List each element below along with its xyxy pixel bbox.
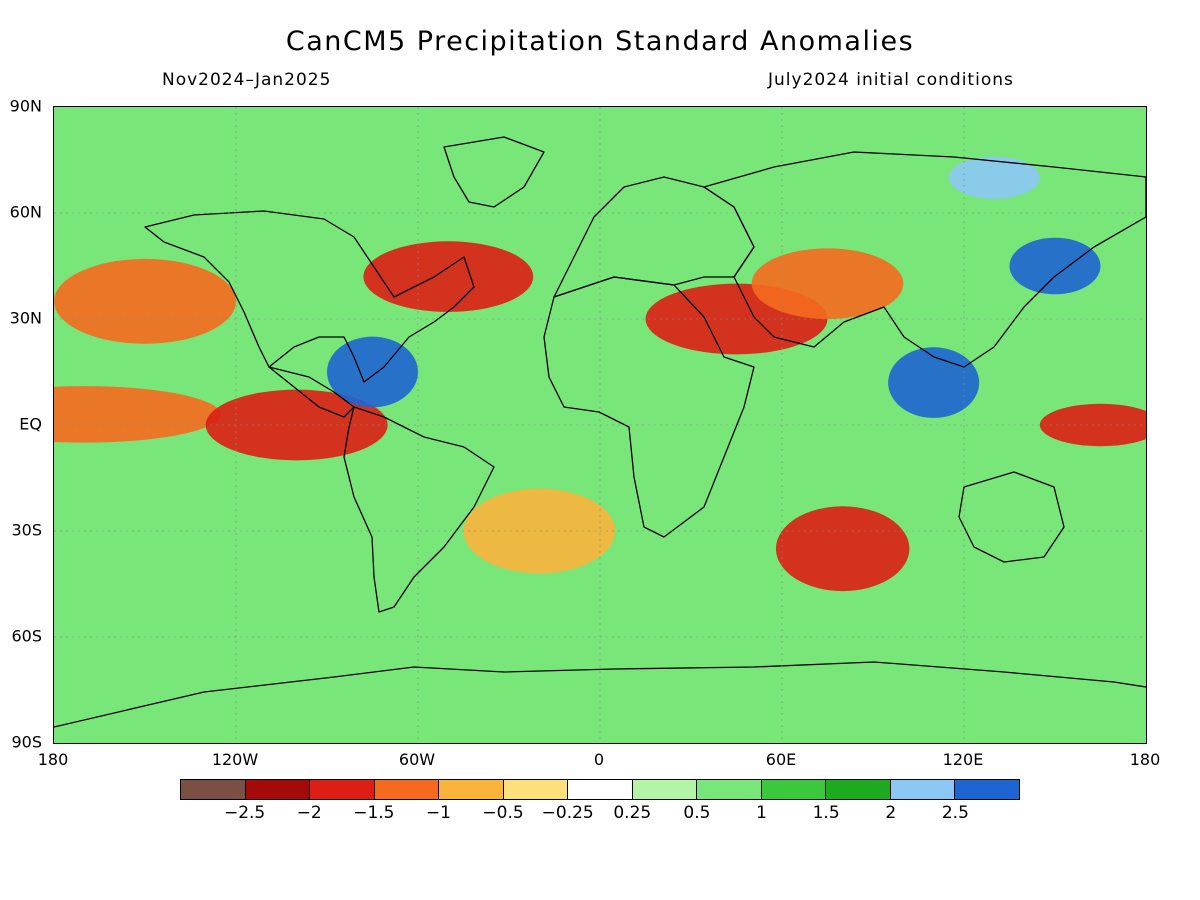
colorbar-swatch <box>890 780 956 799</box>
colorbar-tick-label: 1 <box>756 803 767 823</box>
colorbar-swatch <box>697 780 762 799</box>
lon-label-0: 0 <box>593 750 605 769</box>
colorbar-swatch <box>245 780 311 799</box>
colorbar-swatch <box>955 780 1019 799</box>
colorbar-tick-label: −2.5 <box>223 803 266 823</box>
central-america-outline <box>268 366 355 418</box>
equatorial-pacific-dry <box>54 386 221 443</box>
season-subtitle: Nov2024–Jan2025 <box>162 70 332 90</box>
colorbar-tick-label: 0.25 <box>613 803 652 823</box>
colorbar-swatch <box>632 780 698 799</box>
colorbar-tick-label: 1.5 <box>812 803 840 823</box>
arctic-wet <box>948 156 1040 199</box>
lat-label-90n: 90N <box>9 96 42 116</box>
colorbar-tick-label: 2.5 <box>941 803 969 823</box>
northeast-asia-wet <box>1009 237 1101 295</box>
colorbar-swatch <box>761 780 827 799</box>
colorbar-tick-label: −2 <box>296 803 322 823</box>
colorbar-tick-label: 0.5 <box>683 803 711 823</box>
lat-label-30s: 30S <box>11 520 42 540</box>
lon-label-60e: 60E <box>765 750 797 769</box>
init-conditions-subtitle: July2024 initial conditions <box>768 70 1014 90</box>
colorbar-tick-label: −0.25 <box>541 803 594 823</box>
anomaly-map <box>53 106 1147 744</box>
greenland-outline <box>443 136 545 208</box>
africa-outline <box>543 276 755 538</box>
colorbar-swatch <box>503 780 569 799</box>
east-pacific-dry <box>205 389 388 461</box>
south-america-outline <box>343 406 495 613</box>
colorbar-tick-label: −0.5 <box>482 803 524 823</box>
lon-label-180e: 180 <box>1129 750 1161 769</box>
colorbar-tick-label: 2 <box>885 803 897 823</box>
map-title: CanCM5 Precipitation Standard Anomalies <box>285 26 915 57</box>
south-atlantic-dry <box>463 488 616 574</box>
lat-label-60n: 60N <box>9 202 42 222</box>
colorbar-swatch <box>181 780 246 799</box>
lat-label-60s: 60S <box>11 626 42 646</box>
lon-label-120w: 120W <box>211 750 259 769</box>
lon-label-60w: 60W <box>398 750 436 769</box>
colorbar-swatch <box>826 780 891 799</box>
antarctica-outline <box>54 661 1146 728</box>
lon-label-180w: 180 <box>37 750 69 769</box>
north-pacific-dry <box>54 258 236 344</box>
north-america-outline <box>144 210 475 383</box>
south-indian-dry <box>775 506 910 592</box>
colorbar-swatch <box>374 780 440 799</box>
north-atlantic-dry <box>363 241 534 312</box>
colorbar-tick-label: −1.5 <box>353 803 395 823</box>
colorbar-swatch <box>439 780 504 799</box>
lon-label-120e: 120E <box>942 750 984 769</box>
southeast-asia-wet <box>888 347 980 418</box>
colorbar <box>180 779 1020 800</box>
lat-label-eq: EQ <box>19 414 42 434</box>
colorbar-tick-label: −1 <box>425 803 451 823</box>
colorbar-swatch <box>310 780 375 799</box>
lat-label-90s: 90S <box>11 732 42 752</box>
asia-outline <box>703 151 1146 368</box>
central-asia-dry <box>751 248 904 319</box>
colorbar-swatch <box>568 780 633 799</box>
lat-label-30n: 30N <box>9 308 42 328</box>
